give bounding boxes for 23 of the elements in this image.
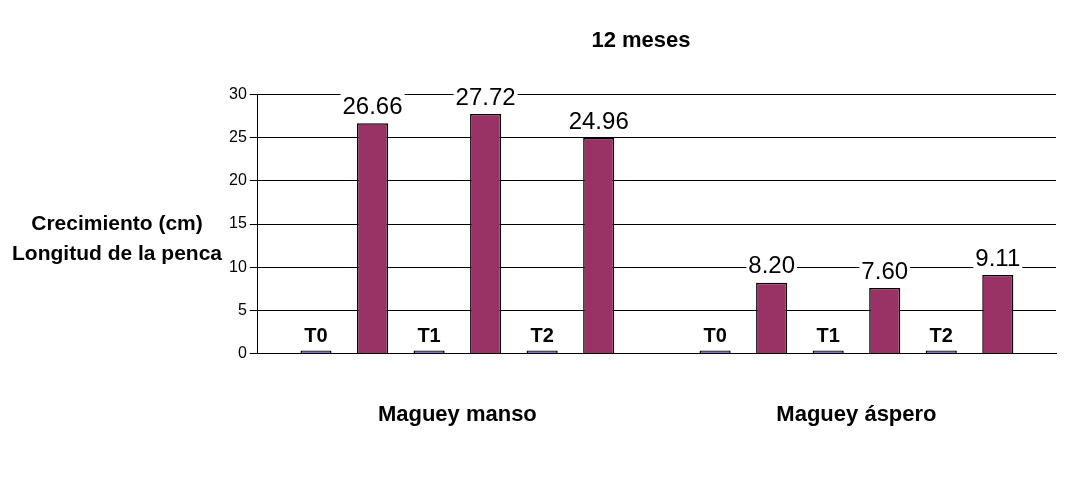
y-tick-label: 0: [237, 344, 247, 362]
data-label: T0: [304, 324, 328, 347]
data-label: T0: [703, 324, 727, 347]
y-tick-label: 15: [229, 214, 247, 232]
data-label: 24.96: [568, 106, 629, 134]
chart-title: 12 meses: [591, 27, 691, 53]
x-tick-label: Maguey áspero: [776, 400, 937, 426]
y-tick-label: 5: [237, 300, 247, 318]
y-tick-label: 20: [229, 171, 247, 189]
y-tick-label: 30: [229, 84, 247, 102]
data-label: T1: [816, 324, 840, 347]
y-tick-label: 25: [229, 128, 247, 146]
y-tick-label: 10: [229, 257, 247, 275]
data-label: T2: [929, 324, 953, 347]
x-tick-label: Maguey manso: [377, 400, 537, 426]
data-label: T1: [417, 324, 441, 347]
data-label: 26.66: [342, 91, 403, 119]
data-label: T2: [530, 324, 554, 347]
data-label: 27.72: [455, 82, 516, 110]
y-axis-title: Crecimiento (cm) Longitud de la penca: [11, 210, 223, 266]
data-label: 9.11: [975, 243, 1021, 271]
data-label: 8.20: [748, 251, 795, 279]
data-label: 7.60: [861, 256, 909, 284]
